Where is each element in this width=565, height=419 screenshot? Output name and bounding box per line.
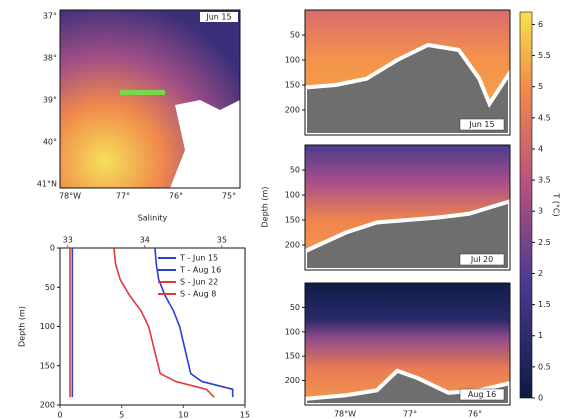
ship-track [120,90,165,95]
frame [304,9,511,136]
x-tick-label: 10 [178,411,188,419]
y-tick-label: 150 [40,361,55,370]
frame [304,144,511,271]
panel-label: Jul 20 [470,255,493,264]
colorbar-label: T (°C) [552,192,561,216]
y-tick-label: 200 [285,106,300,115]
colorbar-tick-label: 1.5 [538,300,551,309]
y-tick-label: 100 [285,56,300,65]
y-tick-label: 50 [290,166,300,175]
colorbar-tick-label: 4 [538,144,543,153]
x-tick-label: 76° [169,192,183,201]
colorbar-tick-label: 5.5 [538,51,551,60]
frame [59,9,241,189]
y-tick-label: 200 [285,376,300,385]
colorbar-tick-label: 5 [538,82,543,91]
x-tick-label: 15 [240,411,250,419]
y-axis-label: Depth (m) [261,187,270,228]
x2-axis-label: Salinity [138,214,168,223]
label-box [459,118,505,131]
y-axis-label: Depth (m) [18,306,27,347]
y-tick-label: 50 [290,31,300,40]
y-tick-label: 0 [50,244,55,253]
profile-line [154,247,234,398]
colorbar-tick-label: 1 [538,331,543,340]
colorbar-tick-label: 4.5 [538,113,551,122]
y-tick-label: 150 [285,216,300,225]
legend-label: T - Aug 16 [179,266,221,275]
x2-tick-label: 34 [140,236,150,245]
x2-tick-label: 35 [217,236,227,245]
y-tick-label: 50 [45,283,55,292]
y-tick-label: 200 [40,401,55,410]
colorbar-tick-label: 0.5 [538,362,551,371]
y-tick-label: 100 [40,322,55,331]
colorbar-tick-label: 2.5 [538,238,551,247]
x-tick-label: 77° [403,410,417,419]
y-tick-label: 39° [43,96,57,105]
x-tick-label: 78°W [59,192,81,201]
x-tick-label: 77° [116,192,130,201]
y-tick-label: 100 [285,327,300,336]
profile-line [113,247,215,398]
y-tick-label: 37° [43,12,57,21]
y-tick-label: 200 [285,241,300,250]
x-tick-label: 78°W [334,410,356,419]
y-tick-label: 41°N [37,180,57,189]
y-tick-label: 40° [43,138,57,147]
label-box [459,253,505,266]
colorbar-tick-label: 3.5 [538,176,551,185]
y-tick-label: 50 [290,303,300,312]
colorbar-tick-label: 6 [538,20,543,29]
y-tick-label: 38° [43,54,57,63]
x-tick-label: 5 [119,411,124,419]
colorbar [519,11,533,399]
colorbar-tick-label: 3 [538,207,543,216]
y-tick-label: 100 [285,191,300,200]
panel-label: Aug 16 [468,390,496,399]
frame [304,282,511,406]
x-tick-label: 0 [57,411,62,419]
panel-label: Jun 15 [205,13,231,22]
panel-label: Jun 15 [468,120,494,129]
legend-label: S - Jun 22 [180,278,218,287]
y-tick-label: 150 [285,81,300,90]
x-tick-label: 75° [222,192,236,201]
y-tick-label: 150 [285,352,300,361]
label-box [459,388,505,401]
label-box [200,12,238,22]
legend-label: S - Aug 8 [180,290,216,299]
x2-tick-label: 33 [63,236,73,245]
x-tick-label: 76° [468,410,482,419]
colorbar-tick-label: 2 [538,269,543,278]
colorbar-tick-label: 0 [538,394,543,403]
legend-label: T - Jun 15 [179,254,218,263]
land [170,100,240,188]
